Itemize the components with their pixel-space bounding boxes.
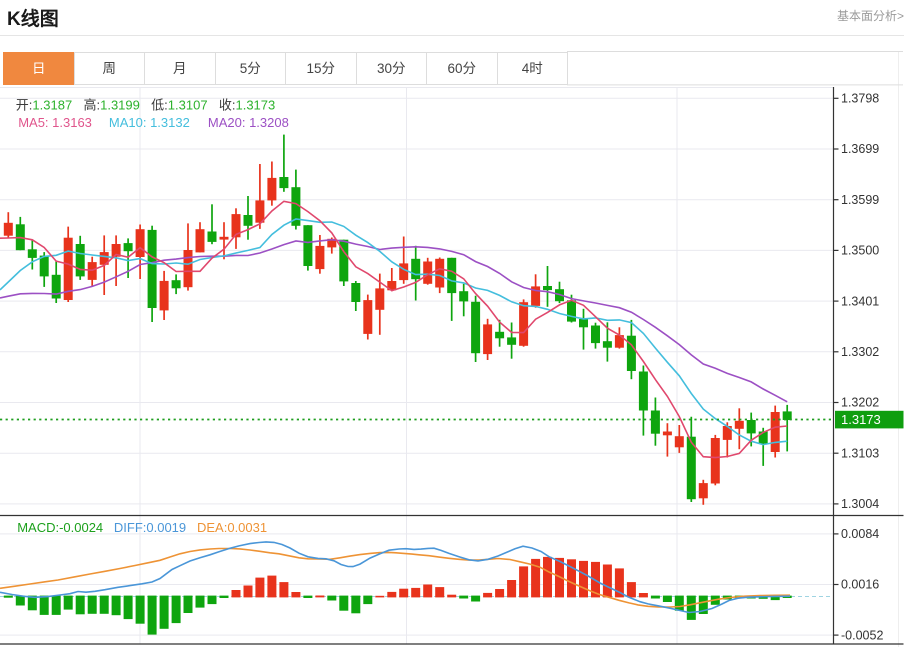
svg-text:-0.0052: -0.0052: [841, 628, 883, 642]
svg-text:1.3401: 1.3401: [841, 294, 879, 308]
svg-text:1.3173: 1.3173: [841, 412, 881, 427]
svg-text:1.3004: 1.3004: [841, 497, 879, 511]
svg-text:1.3798: 1.3798: [841, 92, 879, 106]
svg-text:1.3302: 1.3302: [841, 345, 879, 359]
svg-text:1.3202: 1.3202: [841, 396, 879, 410]
svg-text:1.3699: 1.3699: [841, 142, 879, 156]
svg-text:0.0084: 0.0084: [841, 527, 879, 541]
svg-text:1.3500: 1.3500: [841, 244, 879, 258]
svg-text:1.3599: 1.3599: [841, 193, 879, 207]
svg-text:1.3103: 1.3103: [841, 446, 879, 460]
svg-text:0.0016: 0.0016: [841, 578, 879, 592]
